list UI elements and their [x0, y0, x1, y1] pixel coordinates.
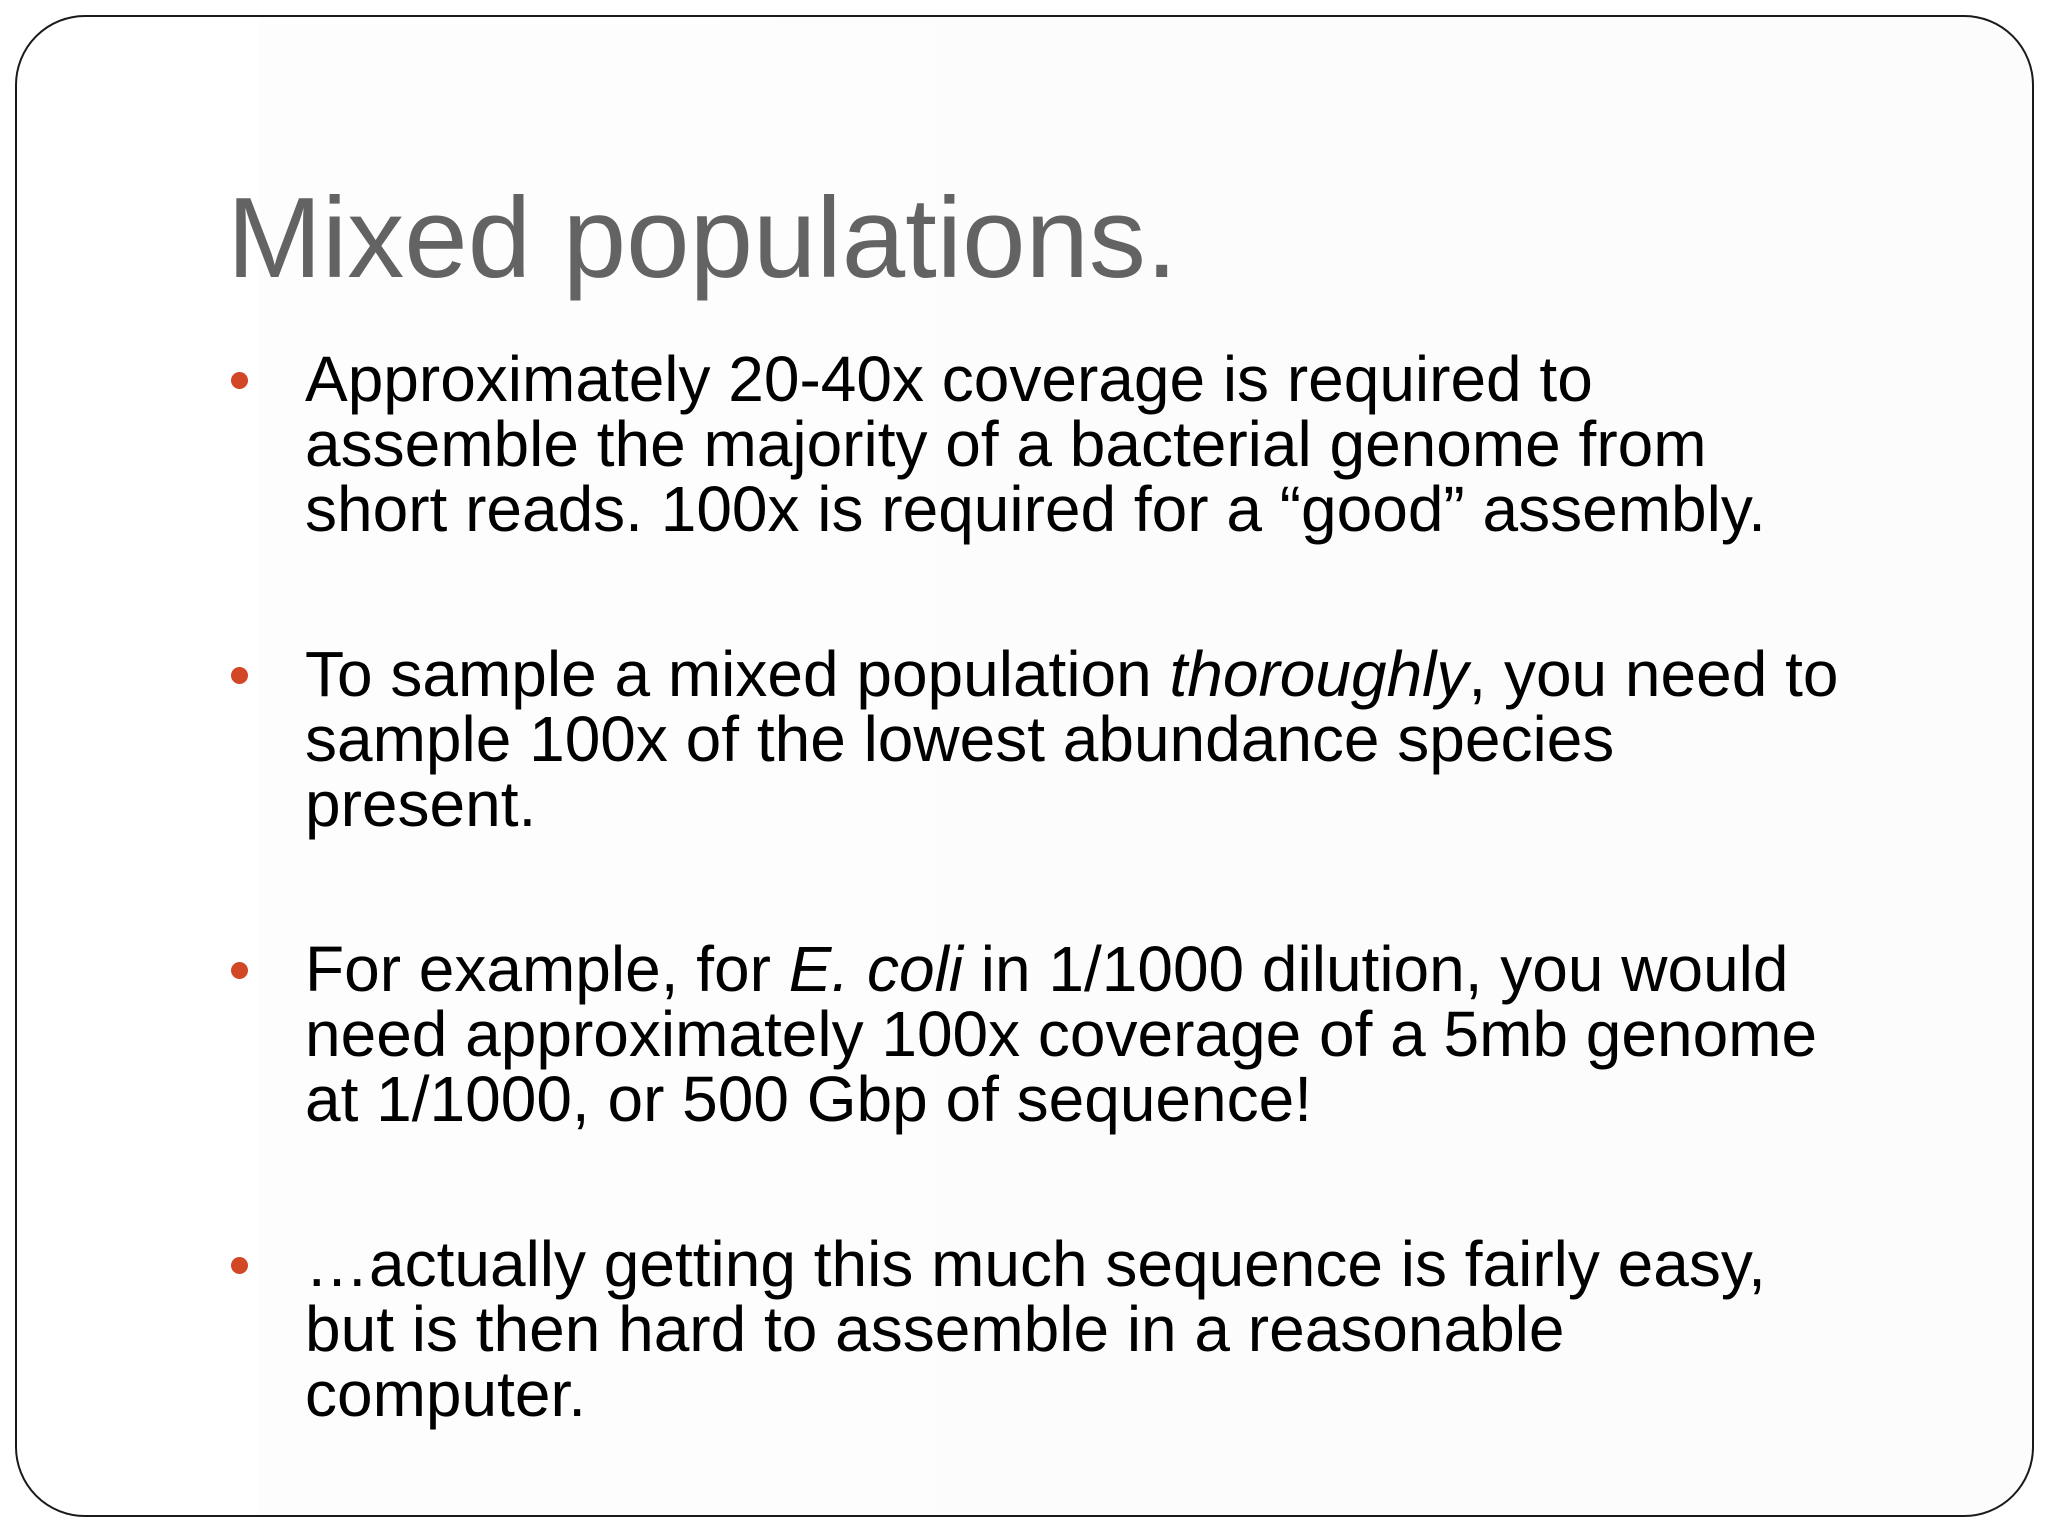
- bullet-line: at 1/1000, or 500 Gbp of sequence!: [305, 1067, 2009, 1132]
- bullet-line: assemble the majority of a bacterial gen…: [305, 412, 2009, 477]
- bullet-line: For example, for E. coli in 1/1000 dilut…: [305, 937, 2009, 1002]
- bullet-item: To sample a mixed population thoroughly,…: [229, 642, 2009, 837]
- bullet-text: computer.: [305, 1358, 587, 1430]
- slide: Mixed populations. Approximately 20-40x …: [15, 15, 2034, 1517]
- bullet-item: For example, for E. coli in 1/1000 dilut…: [229, 937, 2009, 1132]
- species-name: E. coli: [788, 933, 963, 1005]
- bullet-dot-icon: [231, 667, 248, 684]
- bullet-line: To sample a mixed population thoroughly,…: [305, 642, 2009, 707]
- bullet-list: Approximately 20-40x coverage is require…: [229, 347, 2009, 1427]
- bullet-item: Approximately 20-40x coverage is require…: [229, 347, 2009, 542]
- bullet-text: Approximately 20-40x coverage is require…: [305, 343, 1593, 415]
- bullet-line: …actually getting this much sequence is …: [305, 1232, 2009, 1297]
- bullet-text: sample 100x of the lowest abundance spec…: [305, 703, 1615, 775]
- bullet-line: but is then hard to assemble in a reason…: [305, 1297, 2009, 1362]
- bullet-text: To sample a mixed population: [305, 638, 1170, 710]
- bullet-dot-icon: [231, 962, 248, 979]
- bullet-text: short reads. 100x is required for a “goo…: [305, 473, 1766, 545]
- bullet-text: , you need to: [1468, 638, 1839, 710]
- bullet-line: Approximately 20-40x coverage is require…: [305, 347, 2009, 412]
- bullet-line: computer.: [305, 1362, 2009, 1427]
- slide-title: Mixed populations.: [227, 175, 1178, 302]
- bullet-line: need approximately 100x coverage of a 5m…: [305, 1002, 2009, 1067]
- bullet-dot-icon: [231, 1257, 248, 1274]
- emphasis-text: thoroughly: [1169, 638, 1469, 710]
- bullet-text: at 1/1000, or 500 Gbp of sequence!: [305, 1063, 1312, 1135]
- bullet-text: but is then hard to assemble in a reason…: [305, 1293, 1565, 1365]
- bullet-dot-icon: [231, 372, 248, 389]
- bullet-text: in 1/1000 dilution, you would: [963, 933, 1789, 1005]
- bullet-line: short reads. 100x is required for a “goo…: [305, 477, 2009, 542]
- bullet-item: …actually getting this much sequence is …: [229, 1232, 2009, 1427]
- bullet-text: need approximately 100x coverage of a 5m…: [305, 998, 1818, 1070]
- bullet-line: present.: [305, 772, 2009, 837]
- bullet-text: assemble the majority of a bacterial gen…: [305, 408, 1707, 480]
- bullet-text: present.: [305, 768, 537, 840]
- bullet-text: …actually getting this much sequence is …: [305, 1228, 1766, 1300]
- bullet-text: For example, for: [305, 933, 789, 1005]
- bullet-line: sample 100x of the lowest abundance spec…: [305, 707, 2009, 772]
